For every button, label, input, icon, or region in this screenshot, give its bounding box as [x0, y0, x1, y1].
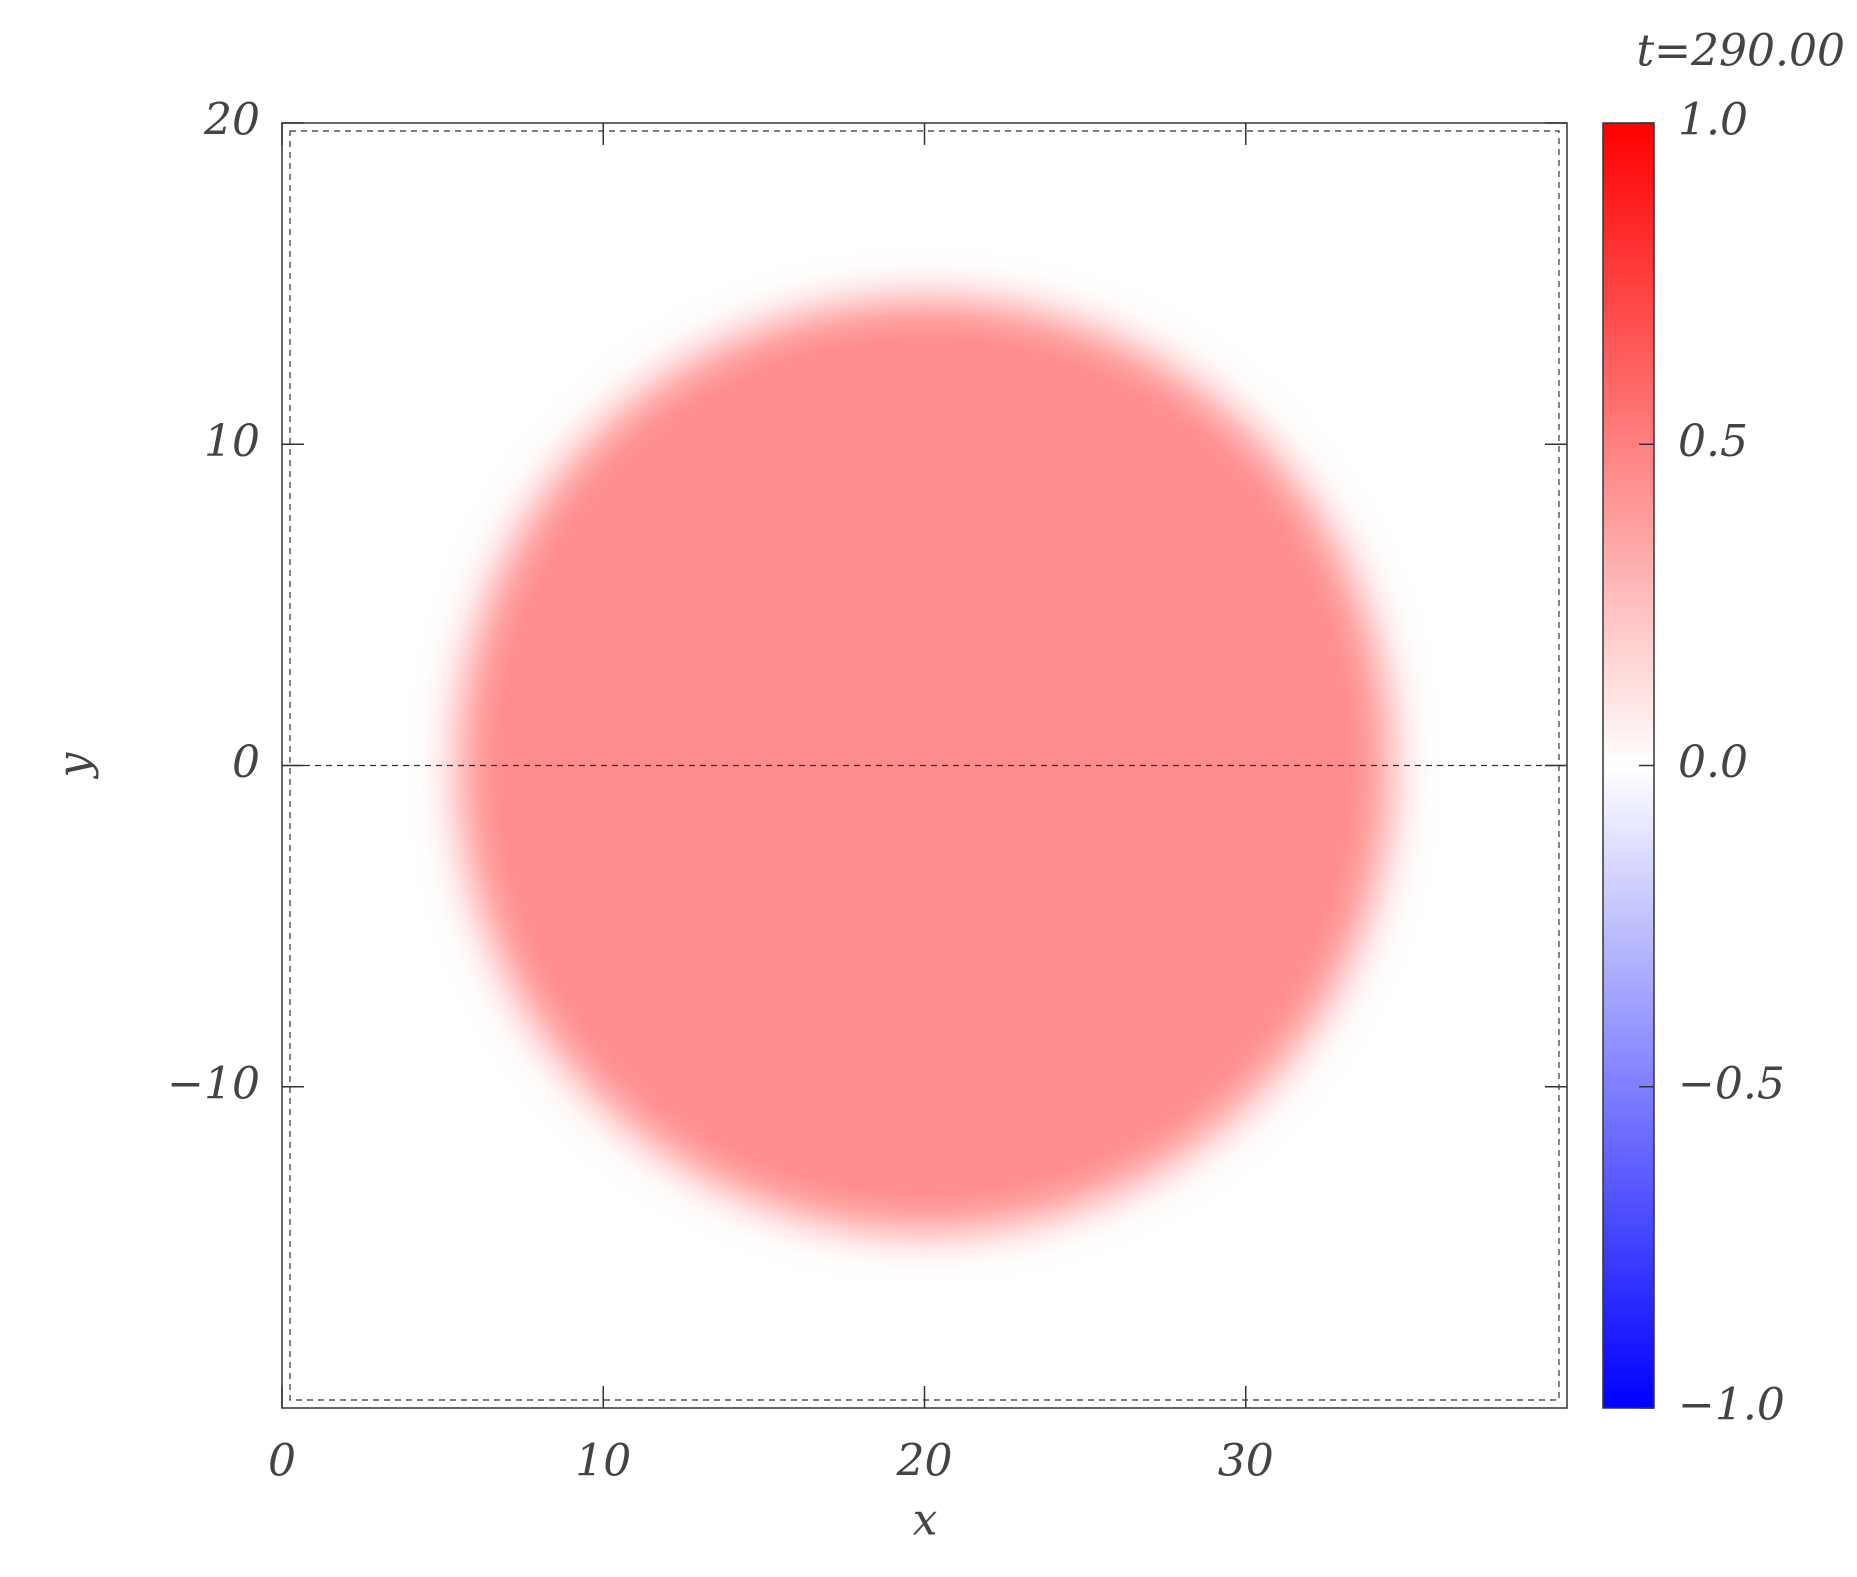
- chart-title: t=290.00: [1636, 26, 1845, 77]
- x-tick-label: 0: [268, 1436, 296, 1487]
- x-axis-label: x: [913, 1495, 938, 1546]
- colorbar-tick-label: −0.5: [1678, 1058, 1785, 1109]
- colorbar-tick-label: 0.0: [1678, 737, 1748, 788]
- y-tick-label: 20: [203, 95, 260, 146]
- x-tick-label: 30: [1218, 1436, 1274, 1487]
- y-axis-label: y: [49, 751, 100, 779]
- colorbar-tick-label: 0.5: [1678, 416, 1748, 467]
- x-tick-label: 20: [896, 1436, 953, 1487]
- y-tick-label: −10: [167, 1058, 260, 1109]
- x-tick-label: 10: [575, 1436, 631, 1487]
- colorbar-tick-label: 1.0: [1678, 95, 1748, 146]
- y-tick-label: 10: [204, 416, 260, 467]
- y-tick-label: 0: [232, 737, 260, 788]
- colorbar-tick-label: −1.0: [1678, 1380, 1785, 1431]
